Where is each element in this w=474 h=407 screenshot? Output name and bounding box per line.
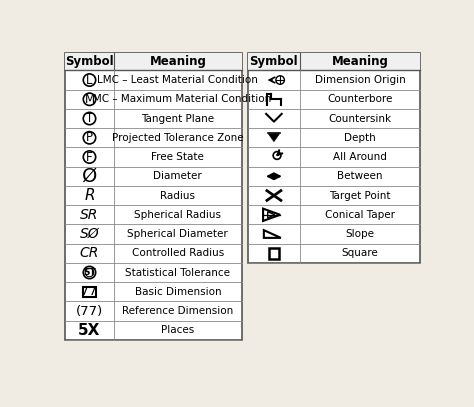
Text: Spherical Radius: Spherical Radius [134,210,221,220]
Text: Square: Square [342,248,378,258]
Circle shape [83,266,96,279]
Text: Depth: Depth [344,133,376,143]
Text: Symbol: Symbol [250,55,298,68]
Text: LMC – Least Material Condition: LMC – Least Material Condition [97,75,258,85]
Text: MMC – Maximum Material Condition: MMC – Maximum Material Condition [84,94,272,104]
Text: 77: 77 [82,285,98,298]
Text: Diameter: Diameter [154,171,202,181]
Text: Controlled Radius: Controlled Radius [132,248,224,258]
Text: Spherical Diameter: Spherical Diameter [128,229,228,239]
Bar [268,248,279,259]
Text: CR: CR [80,246,99,260]
Text: Reference Dimension: Reference Dimension [122,306,234,316]
Text: P: P [86,131,93,144]
Bar [248,53,420,263]
Text: SØ: SØ [80,227,99,241]
Circle shape [85,268,94,277]
Text: ST: ST [83,268,96,277]
Circle shape [273,152,281,159]
Bar [248,53,420,70]
Bar [82,287,96,297]
Polygon shape [268,134,279,142]
Text: Countersink: Countersink [328,114,392,124]
Text: All Around: All Around [333,152,387,162]
Text: Radius: Radius [160,190,195,201]
Text: 5X: 5X [78,323,100,338]
Text: Symbol: Symbol [65,55,114,68]
Text: Meaning: Meaning [149,55,206,68]
Text: Projected Tolerance Zone: Projected Tolerance Zone [112,133,244,143]
Circle shape [83,151,96,163]
Text: L: L [86,74,93,87]
Text: Between: Between [337,171,383,181]
Text: (77): (77) [76,304,103,317]
Circle shape [83,74,96,86]
Text: Meaning: Meaning [331,55,388,68]
Circle shape [276,76,284,84]
Text: R: R [84,188,95,203]
Text: Places: Places [161,325,194,335]
Bar [65,53,242,70]
Text: Slope: Slope [346,229,374,239]
Circle shape [83,131,96,144]
Text: T: T [86,112,93,125]
Circle shape [83,93,96,105]
Circle shape [83,112,96,125]
Text: Free State: Free State [151,152,204,162]
Text: M: M [84,93,94,106]
Text: Basic Dimension: Basic Dimension [135,287,221,297]
Text: Statistical Tolerance: Statistical Tolerance [125,267,230,278]
Text: Tangent Plane: Tangent Plane [141,114,214,124]
Text: Dimension Origin: Dimension Origin [315,75,405,85]
Text: Target Point: Target Point [329,190,391,201]
Text: Conical Taper: Conical Taper [325,210,395,220]
Text: SR: SR [80,208,99,222]
Bar [65,53,242,340]
Text: Counterbore: Counterbore [327,94,392,104]
Text: Ø: Ø [82,167,97,186]
Text: F: F [86,151,93,164]
